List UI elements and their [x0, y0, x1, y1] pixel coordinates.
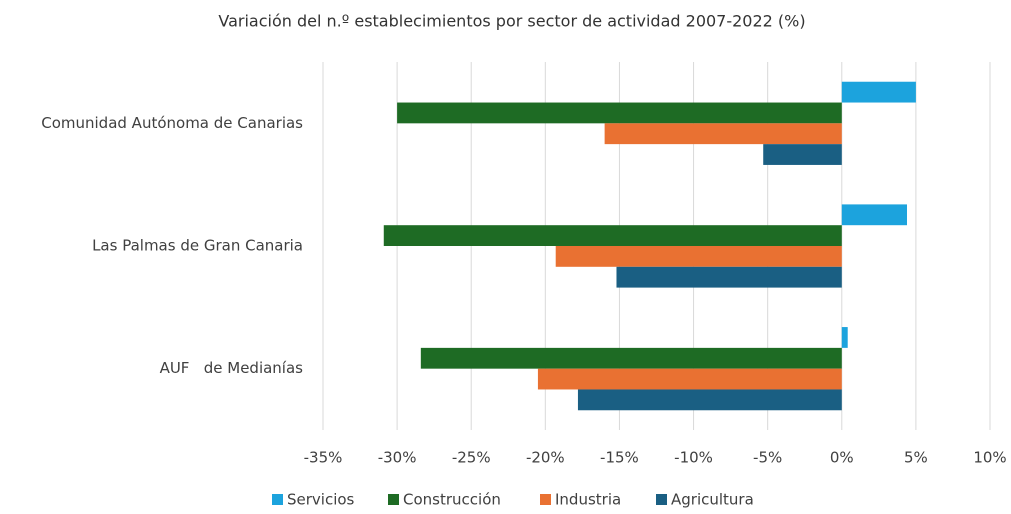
- bar: [577, 389, 842, 411]
- y-tick-label: AUF de Medianías: [160, 359, 304, 377]
- x-tick-label: 10%: [973, 449, 1006, 467]
- legend-swatch: [656, 494, 667, 505]
- x-tick-label: 5%: [904, 449, 928, 467]
- bar: [841, 204, 907, 226]
- chart-title: Variación del n.º establecimientos por s…: [218, 12, 805, 31]
- legend-label: Industria: [555, 491, 621, 509]
- bar: [763, 144, 842, 165]
- x-tick-label: -10%: [674, 449, 713, 467]
- bar: [841, 327, 848, 348]
- legend-label: Construcción: [403, 491, 501, 509]
- x-tick-label: -15%: [600, 449, 639, 467]
- bar: [616, 266, 842, 288]
- legend-swatch: [272, 494, 283, 505]
- x-tick-label: -35%: [304, 449, 343, 467]
- bar: [397, 102, 842, 124]
- x-tick-label: -25%: [452, 449, 491, 467]
- x-tick-label: -20%: [526, 449, 565, 467]
- legend-label: Servicios: [287, 491, 355, 509]
- x-tick-label: -5%: [753, 449, 782, 467]
- legend-swatch: [540, 494, 551, 505]
- bar: [604, 123, 842, 145]
- bar: [841, 81, 916, 103]
- bar: [555, 246, 842, 267]
- bar: [537, 368, 842, 390]
- legend-label: Agricultura: [671, 491, 754, 509]
- x-tick-label: -30%: [378, 449, 417, 467]
- legend-swatch: [388, 494, 399, 505]
- bar: [420, 347, 842, 369]
- bar: [383, 225, 842, 246]
- y-tick-label: Comunidad Autónoma de Canarias: [41, 114, 303, 132]
- x-tick-label: 0%: [830, 449, 854, 467]
- y-tick-label: Las Palmas de Gran Canaria: [92, 237, 303, 255]
